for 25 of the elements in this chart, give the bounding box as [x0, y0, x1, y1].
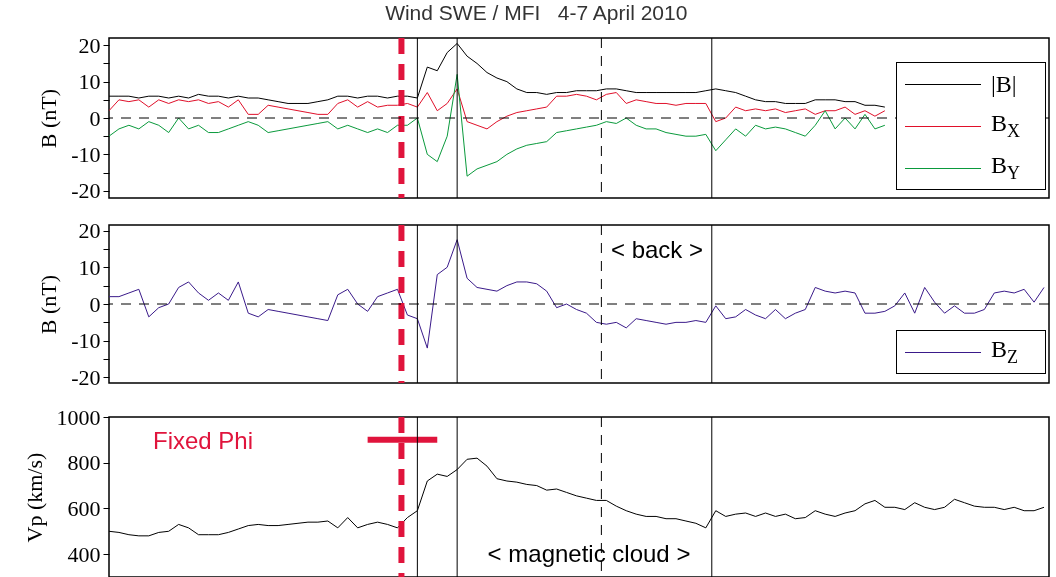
y-tick-label: -20	[71, 178, 101, 204]
y-tick-label: 0	[89, 105, 101, 131]
y-axis-title: B (nT)	[36, 274, 62, 335]
legend-label: B$_{Y}$	[991, 152, 1021, 184]
y-tick-label: 20	[78, 218, 101, 244]
chart-title: Wind SWE / MFI 4-7 April 2010	[385, 0, 688, 24]
y-axis-title: Vp (km/s)	[21, 452, 47, 543]
y-tick-label: 400	[67, 541, 101, 567]
y-axis-title: B (nT)	[36, 88, 62, 149]
y-tick-label: 20	[78, 32, 101, 58]
y-tick-label: -10	[71, 141, 101, 167]
y-tick-label: -10	[71, 328, 101, 354]
legend-label: B$_{X}$	[991, 110, 1021, 142]
annotation: < back >	[610, 236, 704, 263]
annotation: < magnetic cloud >	[487, 540, 691, 567]
y-tick-label: -20	[71, 364, 101, 390]
y-tick-label: 0	[89, 291, 101, 317]
annotation: Fixed Phi	[152, 427, 254, 454]
y-tick-label: 10	[78, 254, 101, 280]
legend-label: B$_{Z}$	[991, 336, 1019, 368]
y-tick-label: 10	[78, 69, 101, 95]
y-tick-label: 600	[67, 495, 101, 521]
y-tick-label: 1000	[56, 404, 101, 430]
y-tick-label: 800	[67, 450, 101, 476]
legend-label: |B|	[991, 70, 1017, 98]
